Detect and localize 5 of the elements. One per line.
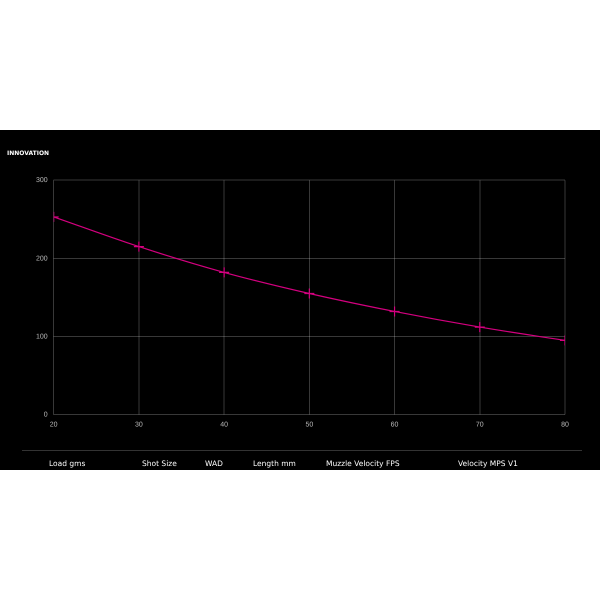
point bbox=[388, 306, 400, 318]
point bbox=[474, 321, 486, 333]
point bbox=[304, 288, 315, 300]
point bbox=[218, 266, 230, 278]
point bbox=[133, 241, 144, 252]
